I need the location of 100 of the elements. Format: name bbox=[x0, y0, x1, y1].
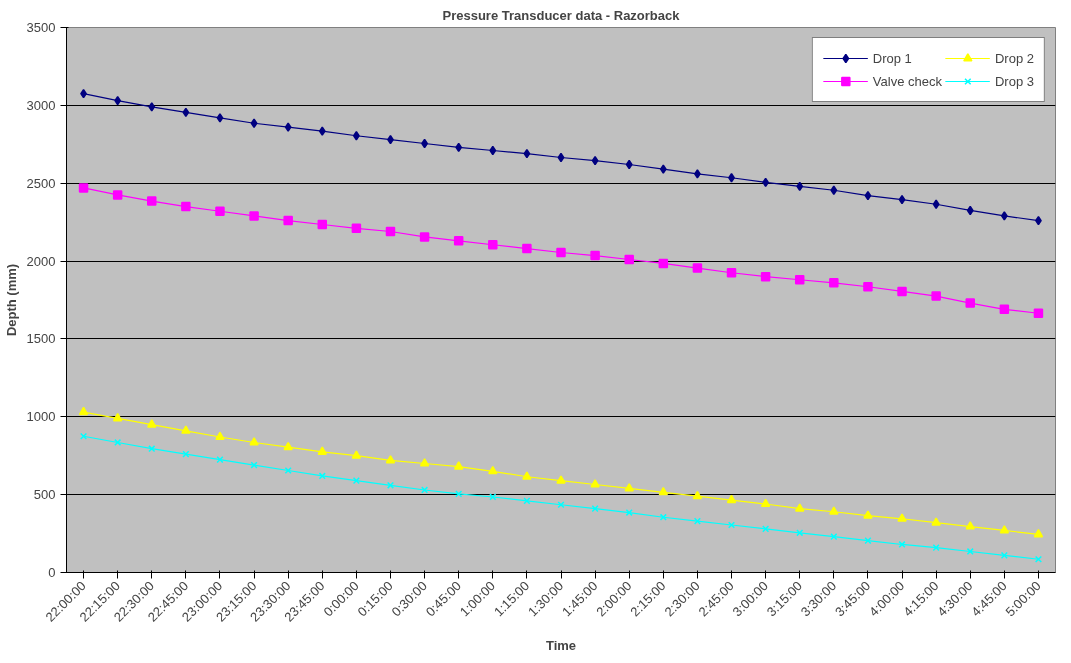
point bbox=[590, 250, 600, 261]
point bbox=[659, 164, 667, 174]
legend-label: Valve check bbox=[872, 73, 942, 89]
point bbox=[317, 446, 328, 455]
point bbox=[351, 223, 362, 234]
point bbox=[148, 445, 156, 453]
point bbox=[250, 118, 258, 129]
point bbox=[147, 196, 157, 206]
point bbox=[216, 456, 224, 464]
point bbox=[523, 148, 531, 159]
point bbox=[760, 498, 771, 508]
point bbox=[318, 126, 326, 136]
point bbox=[385, 226, 396, 237]
point bbox=[966, 205, 974, 216]
point bbox=[591, 155, 599, 166]
point bbox=[215, 206, 225, 216]
x-axis-title: Time bbox=[545, 637, 577, 653]
point bbox=[78, 183, 89, 193]
y-tick-label: 500 bbox=[33, 487, 56, 503]
point bbox=[931, 291, 941, 301]
point bbox=[114, 95, 122, 106]
y-tick-label: 3500 bbox=[26, 20, 56, 35]
point bbox=[692, 490, 703, 500]
point bbox=[796, 529, 804, 537]
point bbox=[352, 130, 360, 141]
point bbox=[352, 477, 360, 485]
point bbox=[283, 215, 293, 226]
point bbox=[453, 236, 464, 246]
point bbox=[692, 263, 703, 273]
point bbox=[625, 159, 633, 170]
point bbox=[421, 486, 429, 494]
point bbox=[557, 152, 565, 163]
point bbox=[522, 243, 532, 254]
point bbox=[897, 286, 907, 297]
point bbox=[727, 521, 736, 529]
point bbox=[181, 201, 191, 212]
point bbox=[147, 419, 157, 428]
point bbox=[182, 107, 190, 118]
point bbox=[932, 199, 940, 209]
point bbox=[829, 506, 839, 515]
point bbox=[250, 461, 258, 469]
chart-title: Pressure Transducer data - Razorback bbox=[442, 7, 681, 23]
point bbox=[455, 142, 463, 153]
point bbox=[216, 113, 224, 123]
y-tick-label: 2000 bbox=[26, 253, 56, 269]
point bbox=[419, 232, 430, 242]
point bbox=[249, 211, 259, 221]
point bbox=[999, 525, 1010, 534]
legend-label: Drop 3 bbox=[994, 73, 1034, 89]
point bbox=[726, 268, 737, 278]
point bbox=[590, 479, 600, 488]
point bbox=[112, 190, 123, 200]
point bbox=[658, 486, 669, 496]
point bbox=[965, 298, 975, 308]
point bbox=[249, 437, 259, 446]
point bbox=[794, 503, 805, 512]
point bbox=[931, 517, 941, 526]
point bbox=[148, 102, 156, 112]
point bbox=[728, 173, 735, 183]
point bbox=[829, 278, 839, 288]
point bbox=[488, 239, 498, 250]
point bbox=[898, 540, 906, 549]
point bbox=[762, 177, 770, 188]
point bbox=[556, 247, 566, 258]
y-tick-label: 1000 bbox=[26, 409, 56, 425]
point bbox=[864, 537, 872, 545]
point bbox=[351, 450, 362, 459]
point bbox=[522, 471, 532, 480]
point bbox=[112, 412, 123, 422]
point bbox=[863, 282, 873, 292]
point bbox=[830, 185, 838, 195]
point bbox=[419, 458, 430, 467]
point bbox=[488, 465, 498, 475]
point bbox=[760, 271, 771, 282]
point bbox=[284, 122, 292, 132]
y-tick-label: 0 bbox=[48, 565, 56, 580]
point bbox=[182, 450, 190, 458]
point bbox=[1033, 308, 1044, 318]
legend-label: Drop 2 bbox=[994, 50, 1034, 66]
point bbox=[1000, 211, 1008, 221]
point bbox=[624, 483, 634, 492]
point bbox=[215, 431, 225, 441]
point bbox=[965, 521, 975, 530]
point bbox=[694, 169, 701, 179]
point bbox=[78, 406, 89, 416]
point bbox=[453, 461, 464, 470]
point bbox=[898, 194, 906, 205]
point bbox=[385, 455, 396, 464]
point bbox=[897, 513, 907, 522]
point bbox=[864, 190, 872, 201]
point bbox=[523, 497, 531, 505]
y-tick-label: 1500 bbox=[26, 331, 56, 347]
y-tick-label: 3000 bbox=[26, 97, 56, 113]
point bbox=[1033, 528, 1044, 538]
point bbox=[556, 475, 566, 484]
point bbox=[863, 510, 873, 519]
point bbox=[489, 145, 497, 156]
point bbox=[283, 441, 293, 451]
point bbox=[1000, 551, 1008, 559]
point bbox=[658, 258, 669, 269]
